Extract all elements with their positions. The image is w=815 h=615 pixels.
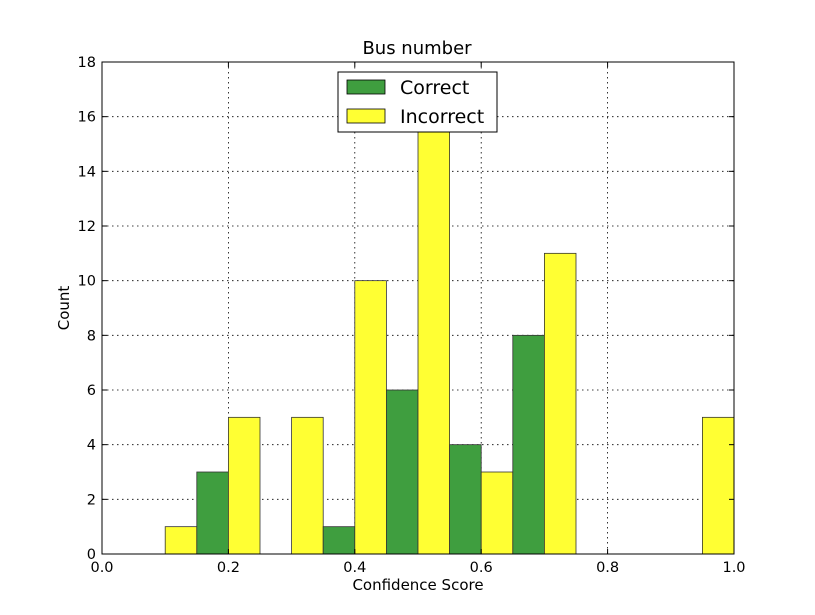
bar-correct [385,389,419,555]
x-tick-label: 0.6 [470,560,493,576]
y-tick-label: 8 [87,328,96,344]
legend-swatch-incorrect [346,108,386,124]
x-tick-label: 0.2 [217,560,240,576]
y-axis-label: Count [55,286,73,331]
x-tick-label: 0.4 [343,560,366,576]
bar-incorrect [227,416,261,555]
bar-correct [449,444,482,555]
y-tick-label: 12 [78,219,96,235]
legend-label-incorrect: Incorrect [400,106,484,128]
bar-incorrect [164,526,198,555]
legend-label-correct: Correct [400,77,469,99]
y-tick-label: 16 [78,110,96,126]
y-tick-label: 18 [78,55,96,71]
bar-incorrect [417,116,451,555]
x-axis-label: Confidence Score [352,576,483,594]
bar-correct [512,334,545,555]
y-tick-label: 6 [87,383,96,399]
bars [133,116,735,555]
bar-incorrect [480,471,514,555]
bar-incorrect [702,416,735,555]
y-tick-label: 4 [87,438,96,454]
x-tick-label: 0.0 [90,560,113,576]
y-tick-label: 10 [78,274,96,290]
ticks: 0.0 0.2 0.4 0.6 0.8 1.0 0 2 4 6 8 10 12 14 16 18 [78,55,746,576]
bar-correct [322,526,356,555]
y-tick-label: 14 [78,164,96,180]
y-tick-label: 2 [87,492,96,508]
chart-title: Bus number [362,38,472,59]
plot-frame [101,61,735,555]
bar-correct [196,471,229,555]
legend-swatch-correct [346,79,386,95]
x-tick-label: 1.0 [722,560,745,576]
bar-incorrect [291,416,324,555]
x-tick-label: 0.8 [596,560,619,576]
bar-incorrect [544,252,577,555]
y-tick-label: 0 [87,547,96,563]
bar-incorrect [354,280,387,555]
legend: Correct Incorrect [337,71,498,133]
